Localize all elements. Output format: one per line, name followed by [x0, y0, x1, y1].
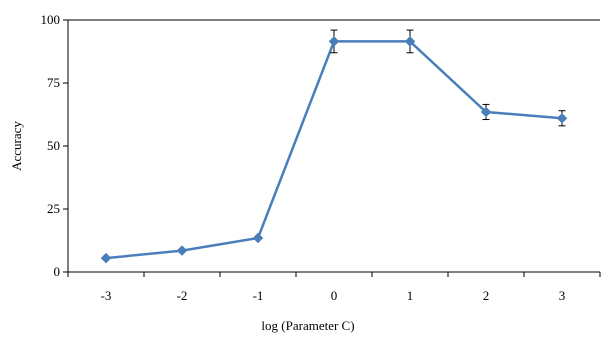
x-tick-label: 0 [331, 288, 338, 303]
data-point-marker [556, 112, 568, 124]
y-axis-title: Accuracy [9, 121, 24, 171]
x-tick-label: 2 [483, 288, 490, 303]
x-tick-label: -3 [101, 288, 112, 303]
data-point-marker [480, 106, 492, 118]
series-line [105, 40, 563, 260]
x-axis-title: log (Parameter C) [261, 318, 354, 333]
data-point-marker [100, 252, 112, 264]
x-tick-label: -1 [253, 288, 264, 303]
y-tick-label: 75 [47, 75, 60, 90]
x-tick-label: 1 [407, 288, 414, 303]
y-tick-label: 25 [47, 201, 60, 216]
y-tick-label: 0 [54, 264, 61, 279]
y-tick-label: 50 [47, 138, 60, 153]
y-tick-label: 100 [41, 12, 61, 27]
data-point-marker [328, 36, 340, 47]
data-point-marker [176, 245, 188, 256]
plot-area: 0 25 50 75 100 -3 -2 -1 0 1 2 3 [41, 12, 601, 303]
x-tick-label: 3 [559, 288, 566, 303]
x-tick-label: -2 [177, 288, 188, 303]
data-point-marker [404, 36, 416, 47]
data-point-marker [252, 232, 264, 244]
